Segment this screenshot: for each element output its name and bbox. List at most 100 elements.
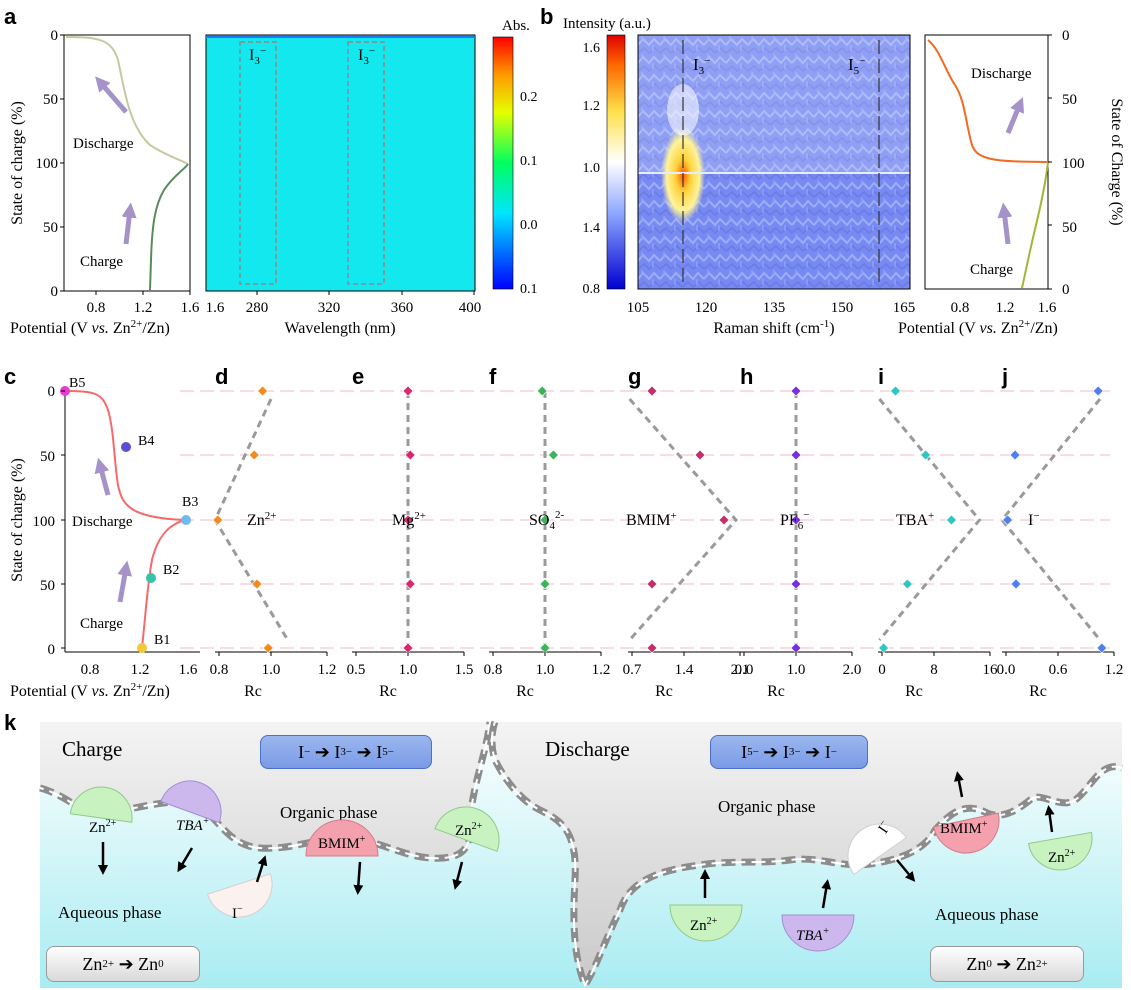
svg-text:0: 0 <box>48 384 56 400</box>
ion-tba-1: TBA+ <box>160 780 222 873</box>
svg-text:1.6: 1.6 <box>1038 300 1057 316</box>
ion-bmim-1: BMIM+ <box>305 819 379 895</box>
panel-d-tick-1: 1.0 <box>262 662 281 678</box>
panel-k-schematic: Charge Discharge Organic phase Organic p… <box>39 720 1124 990</box>
zn-reactant-charge: 2+ <box>102 958 115 970</box>
ion-zn-3: Zn2+ <box>669 869 743 942</box>
svg-text:1.2: 1.2 <box>131 662 150 678</box>
svg-text:1.4: 1.4 <box>583 221 601 236</box>
svg-text:135: 135 <box>763 300 786 316</box>
ion-zn-4: Zn2+ <box>1027 805 1093 871</box>
panel-b-charge-label: Charge <box>970 262 1013 278</box>
ion-tba-2-label: TBA+ <box>796 926 829 944</box>
panel-d-tick-2: 1.2 <box>318 662 337 678</box>
svg-text:0.1: 0.1 <box>520 282 538 297</box>
zn-product: Zn <box>138 953 159 974</box>
ion-zn-2-label: Zn2+ <box>455 821 483 839</box>
panel-j-trend-line <box>1000 398 1102 641</box>
panel-b-x-label: Raman shift (cm-1) <box>713 318 834 337</box>
svg-text:1.6: 1.6 <box>583 41 601 56</box>
panel-g-point-0 <box>646 385 658 397</box>
panel-a-box-label-1: I3− <box>249 45 266 67</box>
panel-f-point-0 <box>536 385 548 397</box>
aqueous-phase-label-left: Aqueous phase <box>58 903 161 922</box>
panel-h-x-label: Rc <box>767 683 785 700</box>
panel-g-rc-plot: g BMIM+ 0.7 1.4 2.1 Rc <box>623 364 750 700</box>
charge-title: Charge <box>62 737 122 761</box>
panel-b-y-ticks: 0 50 100 50 0 <box>1062 28 1085 298</box>
panel-a-charge-curve <box>149 163 189 291</box>
ion-zn-3-label: Zn2+ <box>690 916 718 934</box>
panel-a-y-label: State of charge (%) <box>9 101 26 225</box>
panel-a-discharge-label: Discharge <box>73 136 134 152</box>
svg-text:120: 120 <box>695 300 718 316</box>
ion-iodide-1: I− <box>206 855 273 922</box>
svg-text:1.2: 1.2 <box>134 300 153 316</box>
svg-text:280: 280 <box>246 300 269 316</box>
ion-tba-1-label: TBA+ <box>176 816 209 834</box>
svg-text:105: 105 <box>627 300 650 316</box>
svg-text:0.2: 0.2 <box>520 90 538 105</box>
panel-letter-j: j <box>1001 364 1008 389</box>
panel-b-colorbar-title: Intensity (a.u.) <box>563 16 651 32</box>
panel-h-rc-plot: h PF6− 0.0 1.0 2.0 Rc <box>735 364 862 700</box>
ion-iodide-2: I− <box>847 817 916 882</box>
panel-g-point-2 <box>718 514 730 526</box>
svg-text:50: 50 <box>1062 220 1077 236</box>
organic-phase-label-right: Organic phase <box>718 797 815 816</box>
panel-i-trend-line <box>878 398 982 641</box>
panel-j-point-3 <box>1010 578 1022 590</box>
panel-f-x-label: Rc <box>516 683 534 700</box>
panel-e-tick-1: 1.0 <box>399 662 418 678</box>
panel-a-discharge-arrow <box>95 76 128 114</box>
panel-b-charge-arrow <box>997 202 1013 245</box>
panel-e-x-label: Rc <box>379 683 397 700</box>
panel-letter-e: e <box>352 364 364 389</box>
reaction-species-6: I <box>824 741 831 762</box>
panel-c-plot: Discharge Charge B5 B4 B3 B2 B1 0 50 100 50 … <box>9 376 1110 700</box>
panel-i-point-1 <box>920 449 932 461</box>
svg-text:1.6: 1.6 <box>206 300 225 316</box>
panel-d-point-3 <box>251 578 263 590</box>
ion-tba-2: TBA+ <box>781 879 855 952</box>
panel-b-right-x-label: Potential (V vs. Zn2+/Zn) <box>898 318 1058 337</box>
panel-a-box-2 <box>347 41 385 285</box>
panel-f-ion-label: SO42- <box>529 509 564 532</box>
panel-b-discharge-curve <box>927 39 1049 163</box>
panel-h-point-3 <box>790 578 802 590</box>
zn-product-charge: 0 <box>158 958 164 970</box>
panel-f-point-3 <box>539 578 551 590</box>
panel-d-tick-0: 0.8 <box>210 662 229 678</box>
reaction-species-5: I <box>782 741 789 762</box>
svg-text:100: 100 <box>33 514 56 530</box>
svg-text:0: 0 <box>51 284 59 300</box>
panel-e-tick-0: 0.5 <box>347 662 366 678</box>
panel-a-charge-label: Charge <box>80 254 123 270</box>
panel-d-x-label: Rc <box>244 683 262 700</box>
svg-text:50: 50 <box>43 220 58 236</box>
panel-c-point-label-b5: B5 <box>69 376 85 391</box>
panel-a-y-ticks: 0 50 100 50 0 <box>36 28 59 300</box>
panel-c-y-ticks: 0 50 100 50 0 <box>33 384 56 658</box>
panel-letter-d: d <box>215 364 228 389</box>
panel-d-ion-label: Zn2+ <box>247 510 277 529</box>
panel-b-discharge-label: Discharge <box>971 66 1032 82</box>
panel-e-point-1 <box>404 449 416 461</box>
svg-text:100: 100 <box>36 156 59 172</box>
panel-a-heatmap-x-label: Wavelength (nm) <box>284 320 395 337</box>
panel-e-point-2 <box>402 514 414 526</box>
svg-text:150: 150 <box>831 300 854 316</box>
svg-text:320: 320 <box>318 300 341 316</box>
panel-b-soc-plot: Discharge Charge 0 50 100 50 0 State of … <box>898 28 1125 337</box>
panel-h-tick-1: 1.0 <box>787 662 806 678</box>
svg-text:165: 165 <box>893 300 916 316</box>
svg-text:1.2: 1.2 <box>583 99 601 114</box>
panel-i-rc-plot: i TBA+ 0 8 16 Rc <box>878 364 998 700</box>
svg-text:1.6: 1.6 <box>181 300 200 316</box>
panel-h-tick-0: 0.0 <box>735 662 754 678</box>
panel-i-tick-1: 8 <box>930 662 938 678</box>
svg-text:0.8: 0.8 <box>87 300 106 316</box>
panel-c-y-label: State of charge (%) <box>9 458 26 582</box>
panel-c-charge-arrow <box>117 560 133 603</box>
